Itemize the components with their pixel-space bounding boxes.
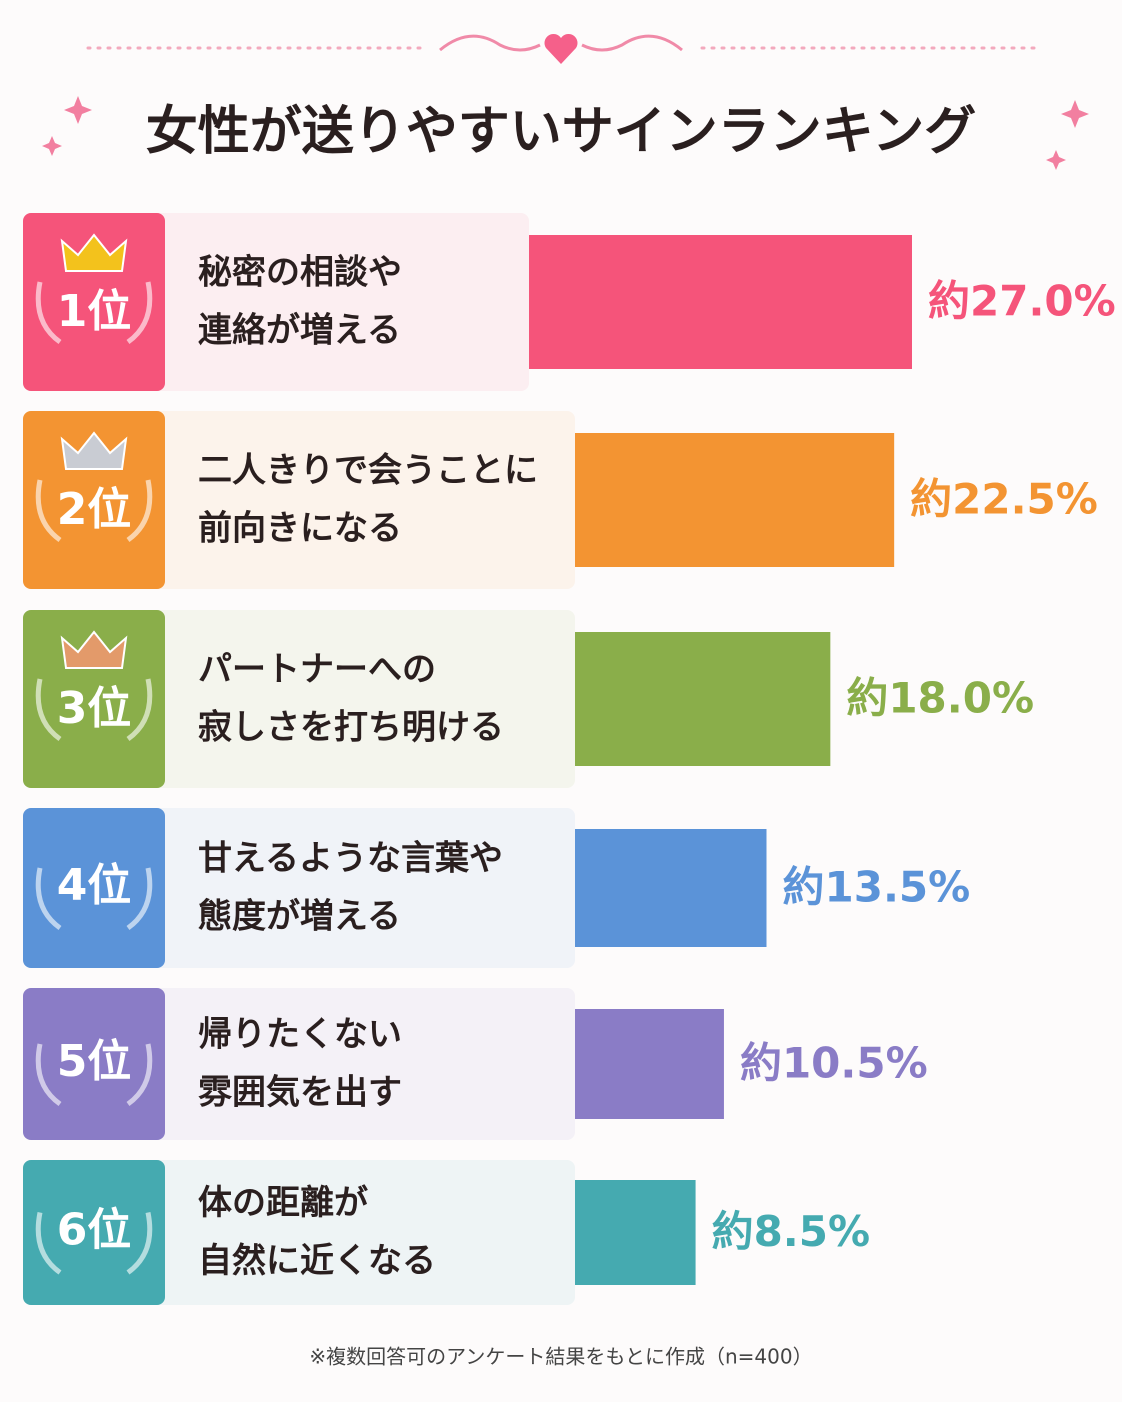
laurel bbox=[35, 1212, 153, 1275]
decor-swirl bbox=[439, 34, 683, 52]
category-label: 前向きになる bbox=[198, 509, 402, 549]
rank-label: 2位 bbox=[57, 484, 132, 535]
rank-box bbox=[23, 411, 165, 589]
bar bbox=[529, 235, 912, 369]
chart-title: 女性が送りやすいサインランキング bbox=[146, 102, 976, 162]
rank-label: 3位 bbox=[57, 683, 132, 734]
bar bbox=[575, 433, 895, 567]
category-label: 帰りたくない bbox=[198, 1015, 402, 1055]
bar bbox=[575, 1009, 724, 1119]
laurel bbox=[35, 678, 153, 742]
category-label: 寂しさを打ち明ける bbox=[198, 708, 504, 748]
value-label: 約18.0% bbox=[846, 674, 1034, 723]
bar bbox=[575, 632, 831, 766]
category-label: 連絡が増える bbox=[198, 311, 401, 351]
bar bbox=[575, 829, 767, 947]
category-label: 甘えるような言葉や bbox=[198, 839, 503, 879]
category-label: 体の距離が bbox=[198, 1183, 368, 1223]
laurel bbox=[35, 867, 153, 931]
crown bbox=[60, 630, 128, 669]
category-label: パートナーへの bbox=[198, 650, 436, 690]
laurel bbox=[35, 1043, 153, 1107]
laurel bbox=[35, 281, 153, 345]
crown bbox=[60, 233, 128, 272]
rank-label: 1位 bbox=[57, 286, 132, 337]
rank-box bbox=[23, 213, 165, 391]
category-label: 自然に近くなる bbox=[198, 1241, 436, 1281]
rank-label: 6位 bbox=[57, 1205, 132, 1256]
footnote: ※複数回答可のアンケート結果をもとに作成（n=400） bbox=[309, 1345, 812, 1369]
value-label: 約10.5% bbox=[740, 1039, 928, 1088]
category-label: 態度が増える bbox=[198, 897, 401, 937]
rank-box bbox=[23, 610, 165, 788]
category-label: 二人きりで会うことに bbox=[198, 451, 538, 491]
rank-label: 5位 bbox=[57, 1036, 132, 1087]
value-label: 約13.5% bbox=[783, 863, 971, 912]
rank-label: 4位 bbox=[57, 860, 132, 911]
value-label: 約27.0% bbox=[928, 277, 1116, 326]
decor-heart bbox=[544, 33, 578, 64]
bar bbox=[575, 1180, 696, 1285]
value-label: 約22.5% bbox=[910, 475, 1098, 524]
crown bbox=[60, 431, 128, 470]
category-label: 雰囲気を出す bbox=[198, 1073, 402, 1113]
category-label: 秘密の相談や bbox=[198, 253, 402, 293]
laurel bbox=[35, 479, 153, 543]
value-label: 約8.5% bbox=[712, 1207, 871, 1256]
